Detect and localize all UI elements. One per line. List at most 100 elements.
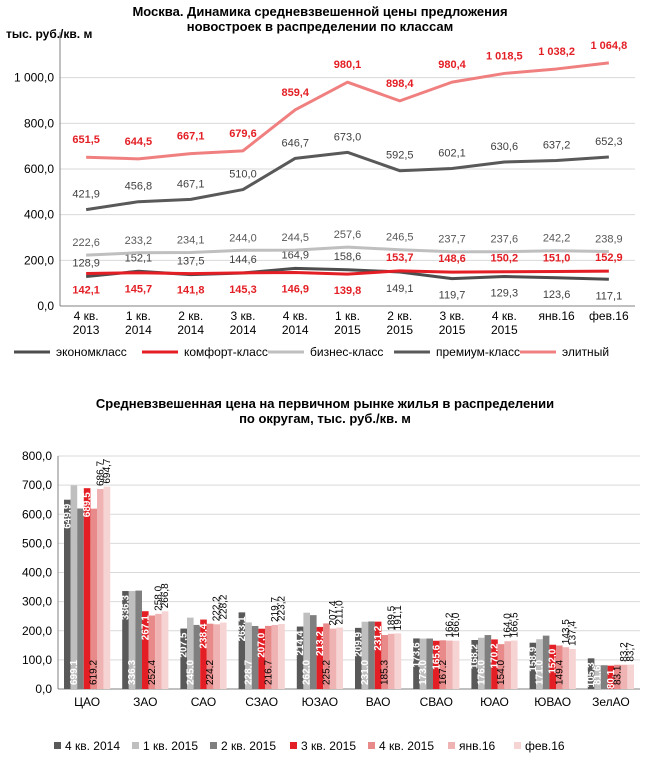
bar-9-2 [601, 665, 608, 689]
line-y-axis-label: тыс. руб./кв. м [6, 27, 92, 41]
bar-3-4 [265, 625, 272, 689]
line-x-tick-line: 2014 [282, 323, 309, 337]
bar-3-5 [271, 625, 279, 689]
line-x-tick-label: 4 кв. 2014 [282, 309, 309, 337]
bar-x-tick-label: СЗАО [245, 695, 278, 709]
line-data-label: 673,0 [334, 131, 362, 143]
series-line-2 [86, 245, 609, 257]
line-data-label: 667,1 [177, 131, 205, 143]
line-x-tick-line: 2014 [125, 323, 152, 337]
bar-legend-label: фев.16 [525, 739, 565, 753]
line-x-tick-line: 3 кв. [440, 309, 465, 323]
bar-3-2 [251, 625, 259, 689]
bar-data-label: 222,2 [212, 596, 223, 621]
bar-data-label: 80,1 [606, 669, 617, 689]
bar-1-1 [128, 591, 136, 689]
bar-data-label: 173,6 [412, 642, 423, 667]
bar-4-0 [296, 626, 304, 689]
line-data-label: 456,8 [125, 181, 153, 193]
bar-data-label: 213,2 [315, 630, 326, 655]
bar-data-label: 225,2 [322, 660, 333, 685]
bar-2-5 [213, 624, 220, 689]
bar-6-6 [452, 640, 460, 689]
bar-legend-label: янв.16 [459, 739, 496, 753]
bar-8-2 [542, 635, 550, 689]
bar-data-label: 207,0 [257, 632, 268, 657]
bar-9-4 [614, 664, 621, 689]
bar-data-label: 223,2 [277, 596, 288, 621]
bar-7-2 [484, 635, 492, 689]
line-x-tick-label: 2 кв. 2014 [177, 309, 204, 337]
bar-data-label: 231,2 [373, 625, 384, 650]
series-line-1 [86, 269, 609, 276]
line-data-label: 123,6 [543, 289, 571, 301]
legend-label: бизнес-класс [310, 345, 383, 359]
bar-3-3 [258, 628, 265, 689]
bar-5-2 [368, 621, 375, 689]
line-data-label: 421,9 [72, 189, 100, 201]
bar-5-5 [388, 633, 395, 689]
line-data-label: 859,4 [281, 87, 309, 99]
line-x-tick-line: 2015 [386, 323, 413, 337]
legend-label: комфорт-класс [184, 345, 268, 359]
bar-data-label: 166,2 [445, 612, 456, 637]
line-data-label: 980,4 [438, 59, 466, 71]
bar-data-label: 189,5 [386, 605, 397, 630]
bar-1-2 [135, 590, 142, 689]
line-x-tick-line: 3 кв. [230, 309, 255, 323]
bar-9-3 [607, 665, 615, 689]
line-x-tick-line: 2014 [177, 323, 204, 337]
line-data-label: 257,6 [334, 229, 362, 241]
line-data-label: 145,7 [125, 284, 153, 296]
line-y-tick-label: 200,0 [24, 253, 54, 267]
bar-data-label: 185,3 [380, 660, 391, 685]
bar-data-label: 83,7 [626, 642, 637, 662]
line-x-tick-label: 1 кв. 2015 [334, 309, 361, 337]
bar-data-label: 238,4 [199, 623, 210, 648]
line-data-label: 146,9 [281, 283, 309, 295]
line-data-label: 129,3 [491, 287, 519, 299]
bar-legend-label: 2 кв. 2015 [221, 739, 276, 753]
line-x-tick-label: фев.16 [589, 309, 629, 323]
line-data-label: 234,1 [177, 235, 205, 247]
bar-x-tick-label: ЦАО [74, 695, 100, 709]
line-x-tick-label: янв.16 [538, 309, 575, 323]
bar-7-1 [478, 637, 485, 689]
bar-data-label: 209,9 [353, 631, 364, 656]
bar-5-6 [394, 633, 402, 689]
bar-9-5 [620, 664, 628, 689]
bar-3-6 [278, 623, 285, 689]
bar-8-1 [536, 639, 543, 689]
bar-8-6 [569, 648, 576, 689]
bar-data-label: 152,0 [548, 648, 559, 673]
line-data-label: 651,5 [72, 134, 100, 146]
bar-data-label: 219,7 [270, 597, 281, 622]
line-data-label: 149,1 [386, 283, 414, 295]
line-data-label: 898,4 [386, 78, 414, 90]
bar-x-tick-label: ЗелАО [592, 695, 630, 709]
line-data-label: 467,1 [177, 178, 205, 190]
legend-label: элитный [562, 345, 609, 359]
line-x-tick-label: 3 кв. 2014 [230, 309, 257, 337]
line-data-label: 1 064,8 [591, 40, 628, 52]
line-x-tick-line: фев.16 [589, 309, 629, 323]
line-chart-title: Москва. Динамика средневзвешенной цены п… [132, 4, 508, 34]
line-x-tick-line: 2 кв. [387, 309, 412, 323]
bar-y-tick-label: 800,0 [22, 449, 52, 463]
bar-data-label: 266,8 [160, 583, 171, 608]
line-data-label: 119,7 [439, 290, 466, 302]
bar-2-3 [200, 619, 207, 689]
bar-legend-swatch [290, 742, 297, 749]
bar-6-2 [426, 638, 433, 689]
bar-4-1 [303, 612, 310, 689]
bar-y-tick-label: 200,0 [22, 624, 52, 638]
bar-6-4 [439, 640, 447, 689]
bar-8-5 [562, 647, 570, 689]
bar-data-label: 83,2 [619, 642, 630, 662]
bar-data-label: 176,0 [476, 660, 487, 685]
line-y-tick-label: 600,0 [24, 162, 54, 176]
bar-data-label: 336,3 [121, 595, 132, 620]
line-data-label: 145,3 [229, 284, 257, 296]
line-data-label: 152,9 [595, 252, 623, 264]
line-x-tick-label: 3 кв. 2015 [439, 309, 466, 337]
